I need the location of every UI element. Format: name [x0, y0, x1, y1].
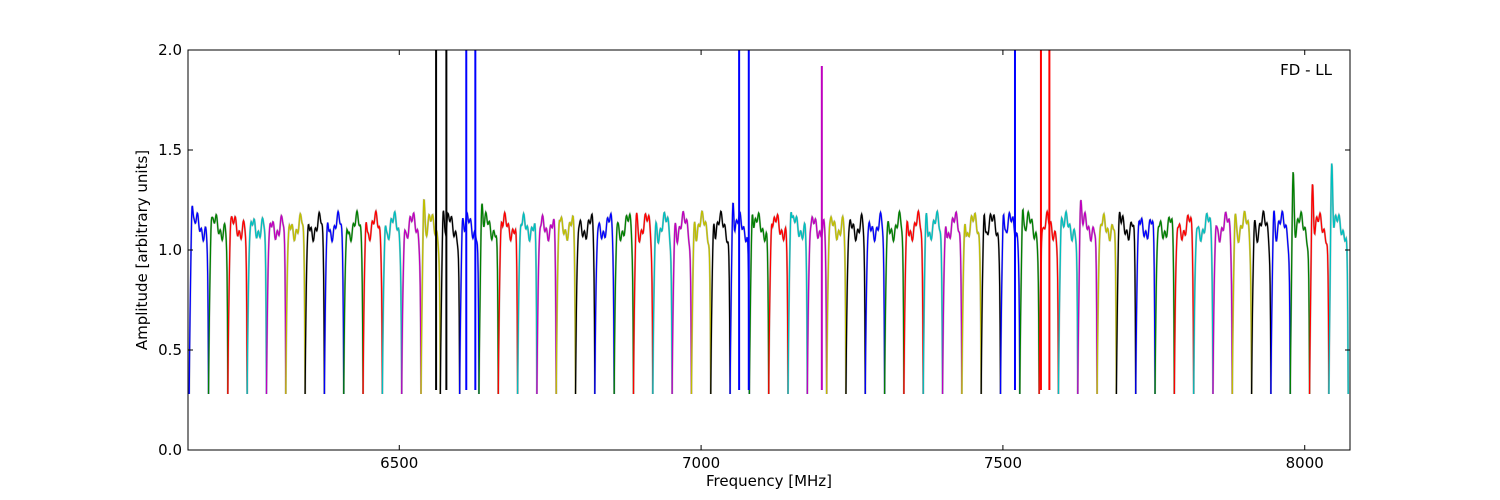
- series-layer: [188, 163, 1349, 395]
- channel-line: [961, 212, 982, 395]
- channel-line: [381, 210, 403, 395]
- axis-ticks: 6500 7000 7500 8000 0.0 0.5 1.0 1.5 2.0: [158, 41, 1350, 472]
- channel-line: [1193, 212, 1214, 395]
- channel-line: [1270, 209, 1291, 395]
- channel-line: [632, 212, 654, 395]
- channel-line: [439, 210, 461, 395]
- panel-annotation: FD - LL: [1280, 61, 1332, 79]
- channel-line: [613, 212, 635, 395]
- x-axis-label: Frequency [MHz]: [706, 472, 832, 490]
- channel-line: [941, 210, 963, 395]
- x-tick-label: 7000: [682, 454, 720, 472]
- channel-line: [806, 215, 828, 395]
- channel-line: [1250, 210, 1272, 395]
- channel-line: [671, 210, 693, 395]
- channel-line: [188, 205, 210, 395]
- channel-line: [1289, 172, 1311, 395]
- x-tick-label: 6500: [380, 454, 418, 472]
- channel-line: [1231, 210, 1253, 395]
- channel-line: [420, 199, 441, 395]
- channel-line: [246, 216, 268, 395]
- channel-line: [748, 211, 770, 395]
- channel-line: [1077, 199, 1098, 395]
- channel-line: [787, 211, 808, 395]
- channel-line: [1328, 163, 1349, 395]
- y-tick-label: 1.0: [158, 241, 182, 259]
- y-tick-label: 1.5: [158, 141, 182, 159]
- channel-line: [690, 210, 712, 395]
- channel-line: [497, 210, 519, 395]
- channel-line: [285, 212, 306, 395]
- channel-line: [478, 203, 499, 395]
- x-tick-label: 8000: [1286, 454, 1324, 472]
- channel-line: [845, 212, 866, 395]
- channel-line: [1057, 209, 1079, 395]
- channel-line: [1212, 211, 1233, 395]
- y-tick-label: 2.0: [158, 41, 182, 59]
- channel-line: [1154, 216, 1175, 395]
- channel-line: [227, 215, 248, 395]
- channel-line: [903, 209, 924, 395]
- channel-line: [652, 211, 673, 395]
- channel-line: [304, 210, 326, 395]
- x-tick-label: 7500: [984, 454, 1022, 472]
- channel-line: [1115, 211, 1137, 395]
- channel-line: [980, 212, 1002, 395]
- channel-line: [265, 214, 287, 395]
- rfi-spike-layer: [435, 50, 1051, 390]
- channel-line: [1019, 208, 1040, 395]
- channel-line: [207, 213, 229, 395]
- channel-line: [401, 211, 422, 395]
- channel-line: [883, 209, 905, 395]
- channel-line: [922, 209, 944, 395]
- channel-line: [594, 211, 615, 395]
- y-tick-label: 0.0: [158, 441, 182, 459]
- channel-line: [1173, 214, 1195, 395]
- channel-line: [1308, 184, 1330, 395]
- channel-line: [710, 210, 731, 395]
- channel-line: [343, 209, 364, 395]
- channel-line: [1135, 216, 1156, 395]
- channel-line: [768, 212, 789, 395]
- channel-line: [536, 213, 557, 395]
- channel-line: [826, 214, 847, 395]
- y-tick-label: 0.5: [158, 341, 182, 359]
- channel-line: [574, 212, 596, 395]
- channel-line: [864, 210, 886, 395]
- channel-line: [555, 215, 577, 395]
- channel-line: [323, 209, 345, 395]
- y-axis-label: Amplitude [arbitrary units]: [133, 150, 151, 350]
- channel-line: [999, 210, 1021, 395]
- channel-line: [1096, 212, 1118, 395]
- channel-line: [516, 211, 538, 395]
- channel-line: [362, 209, 384, 395]
